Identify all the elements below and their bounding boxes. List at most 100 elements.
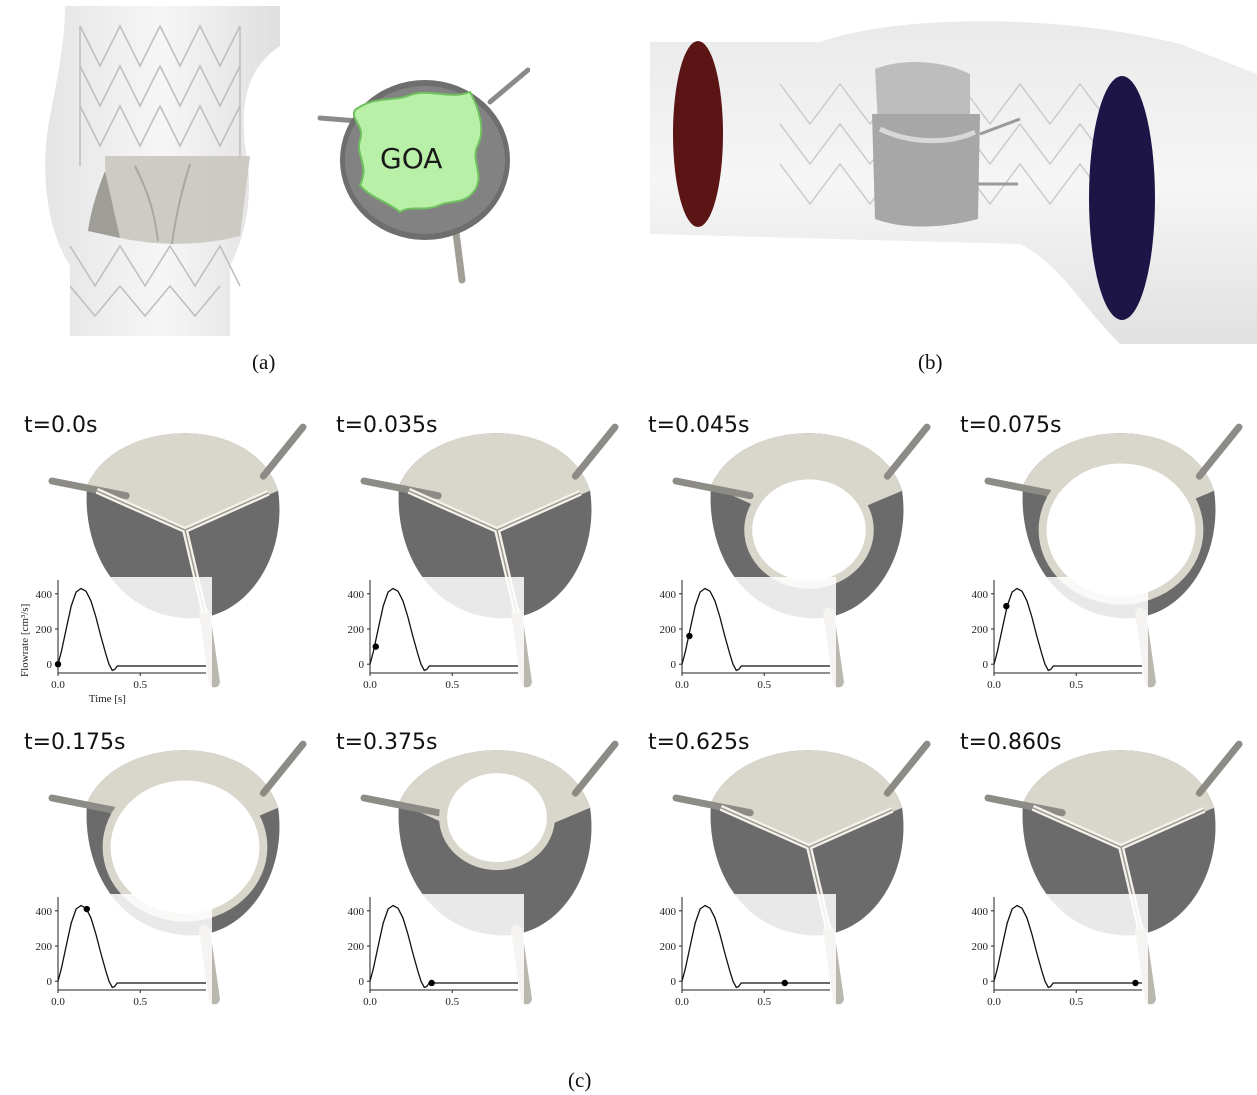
y-tick-label: 0 bbox=[359, 976, 365, 988]
stent-post bbox=[883, 740, 931, 797]
flowrate-curve bbox=[57, 587, 206, 672]
x-tick-label: 0.5 bbox=[133, 679, 147, 691]
stent-post bbox=[672, 794, 754, 817]
y-tick-label: 200 bbox=[348, 624, 365, 636]
time-label: t=0.0s bbox=[24, 413, 98, 438]
flowrate-inset: 0 200 400 0.0 0.5 bbox=[348, 894, 524, 1008]
y-tick-label: 400 bbox=[36, 906, 53, 918]
flowrate-inset: 0 200 400 0.0 0.5 bbox=[660, 894, 836, 1008]
stent-post bbox=[360, 477, 442, 500]
stent-post bbox=[883, 423, 931, 480]
x-tick-label: 0.0 bbox=[675, 679, 689, 691]
goa-label: GOA bbox=[380, 142, 442, 175]
valve-drawing bbox=[360, 423, 619, 688]
y-tick-label: 0 bbox=[47, 659, 53, 671]
valve-drawing bbox=[984, 423, 1243, 688]
y-tick-label: 200 bbox=[348, 941, 365, 953]
stent-post bbox=[259, 740, 307, 797]
x-tick-label: 0.5 bbox=[757, 679, 771, 691]
time-marker bbox=[83, 905, 90, 913]
stent-post bbox=[571, 423, 619, 480]
flowrate-curve bbox=[369, 904, 518, 989]
valve-frame: t=0.860s 0 200 400 0.0 0.5 bbox=[960, 730, 1243, 1008]
flowrate-inset: 0 200 400 0.0 0.5 bbox=[972, 577, 1148, 691]
time-marker bbox=[1003, 602, 1010, 610]
valve-drawing bbox=[48, 423, 307, 688]
time-marker bbox=[1132, 979, 1139, 987]
flowrate-curve bbox=[57, 904, 206, 989]
x-tick-label: 0.0 bbox=[363, 679, 377, 691]
time-marker bbox=[54, 661, 62, 668]
time-label: t=0.075s bbox=[960, 413, 1062, 438]
stent-post bbox=[1195, 423, 1243, 480]
valve-frame: t=0.625s 0 200 400 0.0 0.5 bbox=[648, 730, 931, 1008]
outlet-surface bbox=[1089, 76, 1155, 320]
stent-post bbox=[571, 740, 619, 797]
valve-frame: t=0.175s 0 200 400 0.0 0.5 bbox=[24, 730, 307, 1008]
y-tick-label: 0 bbox=[671, 976, 677, 988]
y-tick-label: 200 bbox=[660, 941, 677, 953]
y-tick-label: 200 bbox=[36, 624, 53, 636]
time-marker bbox=[686, 632, 693, 640]
x-tick-label: 0.0 bbox=[987, 679, 1001, 691]
stent-post bbox=[1195, 740, 1243, 797]
valve-orifice bbox=[439, 765, 555, 871]
flowrate-inset: 0 200 400 0.0 0.5 bbox=[348, 577, 524, 691]
caption-b: (b) bbox=[918, 350, 943, 374]
y-tick-label: 0 bbox=[983, 659, 989, 671]
time-label: t=0.625s bbox=[648, 730, 750, 755]
flowrate-inset: 0 200 400 0.0 0.5 bbox=[972, 894, 1148, 1008]
flowrate-curve bbox=[369, 587, 518, 672]
caption-a: (a) bbox=[252, 350, 276, 374]
y-tick-label: 200 bbox=[36, 941, 53, 953]
flowrate-curve bbox=[681, 587, 830, 672]
flowrate-curve bbox=[993, 587, 1142, 672]
flowrate-inset: 0 200 400 0.0 0.5 bbox=[660, 577, 836, 691]
y-tick-label: 0 bbox=[983, 976, 989, 988]
y-tick-label: 400 bbox=[348, 906, 365, 918]
inlet-surface bbox=[673, 41, 723, 227]
flowrate-inset: 0 200 400 0.0 0.5 Flowrate [cm³/s] Time [s] bbox=[19, 577, 212, 705]
x-tick-label: 0.0 bbox=[987, 996, 1001, 1008]
y-tick-label: 0 bbox=[47, 976, 53, 988]
y-tick-label: 400 bbox=[660, 906, 677, 918]
aorta-side-view bbox=[650, 21, 1257, 344]
y-tick-label: 400 bbox=[972, 906, 989, 918]
time-label: t=0.035s bbox=[336, 413, 438, 438]
time-marker bbox=[781, 979, 788, 987]
x-tick-label: 0.5 bbox=[445, 996, 459, 1008]
time-label: t=0.375s bbox=[336, 730, 438, 755]
stent-post bbox=[672, 477, 754, 500]
stent-post bbox=[259, 423, 307, 480]
time-label: t=0.045s bbox=[648, 413, 750, 438]
x-tick-label: 0.5 bbox=[757, 996, 771, 1008]
stent-post bbox=[48, 477, 130, 500]
inset-x-label: Time [s] bbox=[89, 693, 126, 705]
flowrate-curve bbox=[681, 904, 830, 989]
valve-frame: t=0.375s 0 200 400 0.0 0.5 bbox=[336, 730, 619, 1008]
inset-y-label: Flowrate [cm³/s] bbox=[19, 604, 31, 677]
time-marker bbox=[372, 643, 379, 650]
y-tick-label: 400 bbox=[36, 589, 53, 601]
x-tick-label: 0.5 bbox=[1069, 679, 1083, 691]
x-tick-label: 0.0 bbox=[51, 996, 65, 1008]
y-tick-label: 0 bbox=[359, 659, 365, 671]
y-tick-label: 200 bbox=[660, 624, 677, 636]
x-tick-label: 0.5 bbox=[445, 679, 459, 691]
valve-frame: t=0.045s 0 200 400 0.0 0.5 bbox=[648, 413, 931, 691]
x-tick-label: 0.5 bbox=[1069, 996, 1083, 1008]
y-tick-label: 400 bbox=[972, 589, 989, 601]
valve-orifice bbox=[744, 471, 874, 589]
x-tick-label: 0.0 bbox=[675, 996, 689, 1008]
stent-side-view bbox=[45, 6, 281, 336]
caption-c: (c) bbox=[568, 1068, 592, 1092]
x-tick-label: 0.0 bbox=[51, 679, 65, 691]
flowrate-curve bbox=[993, 904, 1142, 989]
y-tick-label: 0 bbox=[671, 659, 677, 671]
y-tick-label: 200 bbox=[972, 624, 989, 636]
y-tick-label: 200 bbox=[972, 941, 989, 953]
time-marker bbox=[428, 979, 435, 987]
valve-frame: t=0.035s 0 200 400 0.0 0.5 bbox=[336, 413, 619, 691]
valve-drawing bbox=[672, 740, 931, 1005]
y-tick-label: 400 bbox=[348, 589, 365, 601]
